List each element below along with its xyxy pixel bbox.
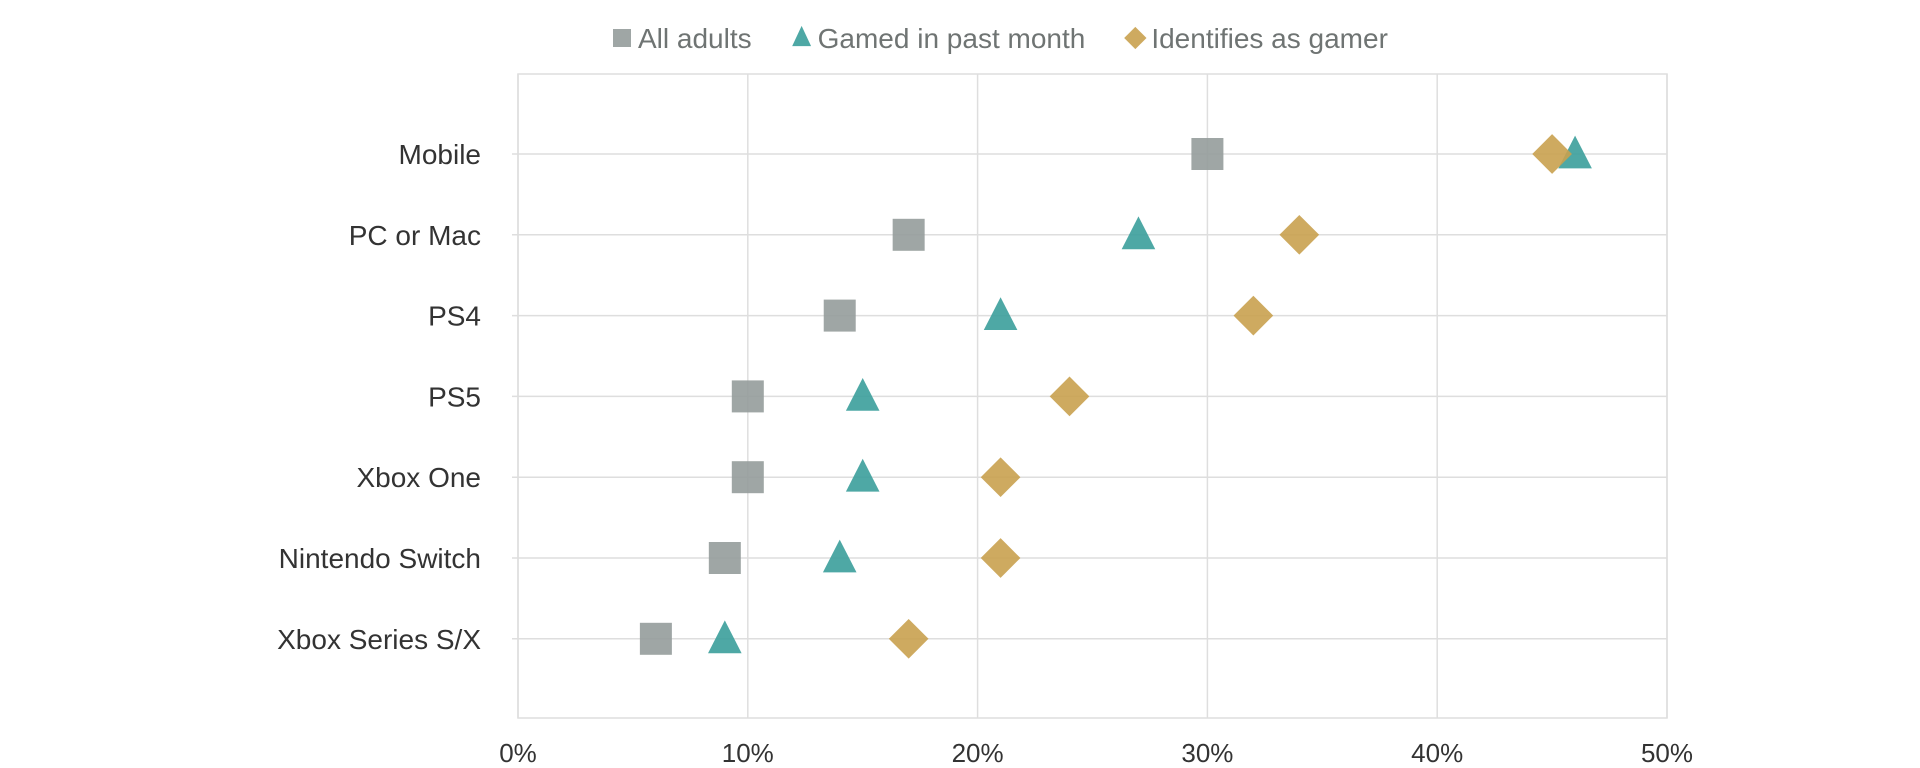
legend-item: All adults [613, 23, 752, 54]
legend-item: Identifies as gamer [1124, 23, 1388, 54]
legend: All adults Gamed in past month Identifies … [613, 23, 1388, 54]
triangle-marker [845, 378, 880, 411]
triangle-marker [708, 620, 742, 654]
x-tick-label: 0% [499, 738, 537, 768]
legend-label: All adults [638, 23, 752, 54]
x-tick-label: 50% [1641, 738, 1693, 768]
data-markers [639, 134, 1592, 659]
triangle-marker [1121, 216, 1156, 250]
x-tick-label: 40% [1411, 738, 1463, 768]
triangle-marker [845, 458, 880, 492]
grid [512, 74, 1668, 718]
square-marker [708, 542, 741, 574]
category-label: Mobile [399, 139, 481, 170]
x-tick-label: 20% [952, 738, 1004, 768]
legend-label: Identifies as gamer [1151, 23, 1388, 54]
square-legend-icon [613, 29, 631, 47]
legend-item: Gamed in past month [792, 23, 1085, 54]
category-labels: Mobile PC or Mac PS4 PS5 Xbox One Nintendo Sw… [277, 139, 481, 655]
square-marker [639, 622, 672, 655]
diamond-marker [1532, 134, 1572, 174]
triangle-marker [1558, 135, 1592, 169]
category-label: PS5 [428, 381, 481, 412]
category-label: Xbox One [356, 462, 481, 493]
square-marker [731, 461, 764, 494]
diamond-marker [1279, 214, 1320, 255]
diamond-marker [1233, 295, 1274, 336]
triangle-marker [983, 297, 1018, 330]
x-tick-label: 30% [1181, 738, 1233, 768]
square-marker [892, 218, 925, 251]
diamond-marker [1049, 376, 1090, 417]
legend-label: Gamed in past month [818, 23, 1086, 54]
triangle-marker [822, 539, 857, 573]
plot-border [517, 73, 1668, 719]
x-axis-tick-labels: 0% 10% 20% 30% 40% 50% [499, 738, 1693, 768]
square-marker [823, 299, 856, 332]
diamond-marker [888, 618, 929, 659]
square-marker [731, 380, 764, 413]
diamond-marker [980, 538, 1021, 578]
square-marker [1191, 138, 1224, 170]
category-label: PS4 [428, 301, 481, 332]
category-label: PC or Mac [349, 220, 481, 251]
triangle-legend-icon [792, 25, 812, 47]
x-tick-label: 10% [722, 738, 774, 768]
category-label: Nintendo Switch [279, 543, 481, 574]
diamond-marker [980, 457, 1021, 498]
plot-frame [517, 73, 1668, 719]
diamond-legend-icon [1124, 26, 1147, 50]
category-label: Xbox Series S/X [277, 624, 481, 655]
